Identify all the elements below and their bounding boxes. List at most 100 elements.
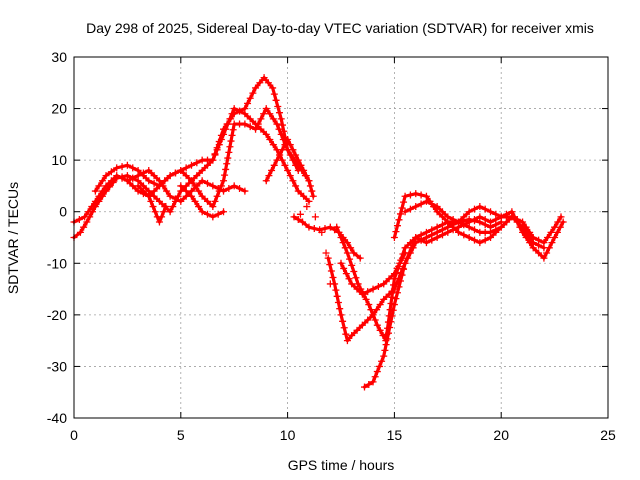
- data-point: [198, 166, 206, 174]
- data-point: [225, 185, 233, 193]
- data-point: [395, 216, 403, 224]
- data-point: [334, 298, 342, 306]
- data-point: [273, 156, 281, 164]
- data-point: [246, 115, 254, 123]
- data-point: [289, 146, 297, 154]
- series-track-4: [123, 166, 249, 205]
- data-point: [294, 215, 302, 223]
- data-point: [272, 96, 280, 104]
- data-point: [487, 218, 495, 226]
- data-point: [390, 234, 398, 241]
- data-point: [422, 234, 430, 241]
- data-point: [75, 215, 83, 223]
- data-point: [529, 239, 537, 247]
- data-point: [171, 169, 179, 177]
- data-point: [269, 84, 277, 92]
- data-point: [465, 223, 473, 231]
- data-point: [465, 234, 473, 241]
- data-point: [226, 143, 234, 151]
- data-point: [476, 239, 484, 247]
- data-point: [262, 130, 270, 138]
- data-point: [134, 172, 142, 180]
- data-point: [273, 120, 281, 128]
- data-point: [220, 177, 228, 185]
- data-point: [348, 331, 356, 339]
- data-point: [159, 182, 167, 190]
- data-point: [286, 172, 294, 180]
- data-point: [187, 161, 195, 169]
- data-point: [278, 146, 286, 154]
- data-point: [151, 208, 159, 216]
- data-point: [300, 192, 308, 200]
- data-point: [292, 151, 300, 159]
- series-track-13: [401, 197, 548, 252]
- data-point: [98, 187, 106, 195]
- data-point: [522, 228, 530, 236]
- data-point: [381, 346, 389, 354]
- data-layer: [70, 74, 567, 391]
- data-point: [471, 236, 478, 244]
- data-point: [129, 164, 137, 172]
- data-point: [345, 275, 353, 283]
- data-point: [389, 287, 397, 295]
- data-point: [337, 234, 345, 241]
- data-point: [198, 208, 206, 216]
- data-point: [554, 218, 562, 226]
- x-tick-label: 15: [387, 427, 403, 443]
- data-point: [306, 182, 314, 190]
- data-point: [551, 223, 559, 231]
- data-point: [535, 249, 543, 257]
- data-point: [214, 185, 222, 193]
- data-point: [348, 261, 356, 269]
- data-point: [139, 187, 147, 195]
- data-point: [244, 99, 252, 107]
- axis-ticks: 0 5 10 15 20 25 -40 -30 -20 -10 0 10 20 30: [47, 49, 616, 443]
- data-point: [246, 94, 254, 102]
- data-point: [281, 161, 289, 169]
- data-point: [387, 318, 395, 326]
- x-tick-label: 25: [600, 427, 616, 443]
- data-point: [438, 226, 446, 234]
- data-point: [227, 137, 235, 145]
- data-point: [388, 312, 396, 320]
- data-point: [296, 210, 304, 218]
- data-point: [222, 165, 230, 173]
- data-point: [160, 208, 168, 216]
- data-point: [324, 254, 332, 262]
- data-point: [80, 223, 88, 231]
- data-point: [433, 203, 441, 211]
- data-point: [299, 218, 307, 226]
- data-point: [321, 224, 329, 232]
- data-point: [265, 172, 273, 180]
- data-point: [400, 265, 408, 273]
- data-point: [365, 380, 373, 388]
- data-point: [241, 187, 249, 195]
- data-point: [187, 177, 195, 185]
- data-point: [369, 311, 377, 319]
- data-point: [266, 110, 274, 118]
- data-point: [76, 228, 84, 236]
- data-point: [401, 192, 409, 200]
- data-point: [209, 213, 217, 221]
- chart-title: Day 298 of 2025, Sidereal Day-to-day VTE…: [86, 20, 594, 36]
- data-point: [354, 280, 362, 288]
- data-point: [476, 213, 484, 221]
- series-track-14: [337, 249, 409, 298]
- data-point: [393, 264, 401, 272]
- data-point: [412, 239, 420, 247]
- data-point: [519, 223, 527, 231]
- data-point: [145, 166, 153, 174]
- data-point: [428, 231, 436, 239]
- data-point: [215, 141, 223, 149]
- data-point: [284, 166, 292, 174]
- data-point: [257, 115, 265, 123]
- data-point: [209, 156, 217, 164]
- data-point: [333, 292, 341, 300]
- data-point: [300, 166, 308, 174]
- x-tick-label: 5: [177, 427, 185, 443]
- data-point: [339, 239, 347, 247]
- data-point: [417, 236, 425, 244]
- data-point: [401, 249, 409, 257]
- data-point: [340, 264, 348, 272]
- data-point: [118, 174, 126, 182]
